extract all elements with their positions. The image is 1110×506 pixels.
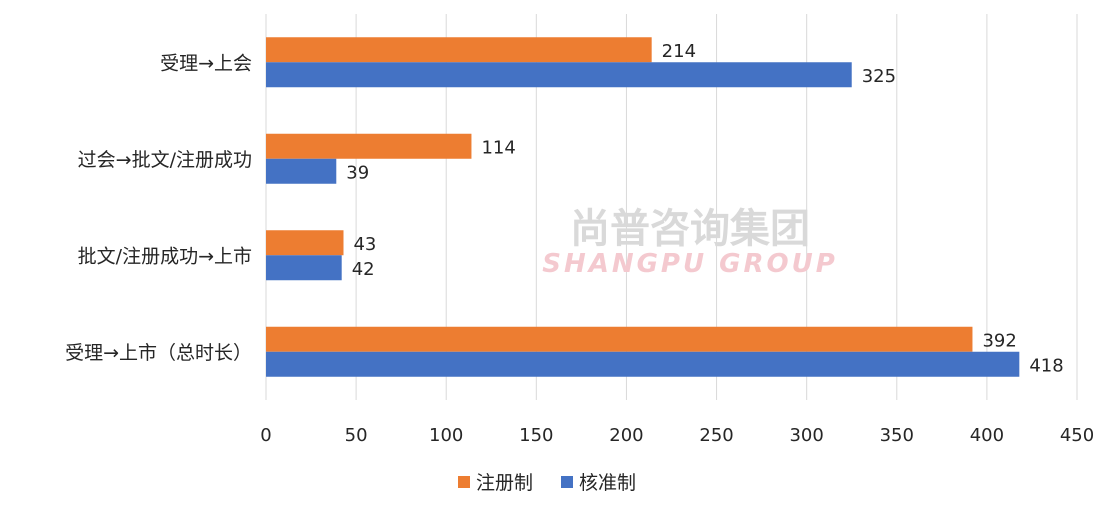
x-tick-label: 0	[260, 425, 271, 446]
watermark: 尚普咨询集团 SHANGPU GROUP	[542, 206, 838, 279]
data-label: 325	[862, 66, 896, 87]
data-label: 392	[982, 330, 1016, 351]
legend-swatch	[458, 476, 470, 488]
category-label: 过会→批文/注册成功	[78, 149, 252, 171]
legend-label: 注册制	[476, 472, 533, 494]
watermark-en: SHANGPU GROUP	[542, 249, 838, 279]
data-label: 39	[346, 162, 369, 183]
x-tick-label: 50	[345, 425, 368, 446]
bar-registration	[266, 230, 344, 256]
data-label: 43	[353, 234, 376, 255]
bar-registration	[266, 133, 472, 159]
bars	[266, 37, 1020, 377]
data-label: 42	[352, 259, 375, 280]
bar-approval	[266, 351, 1020, 377]
x-tick-label: 200	[609, 425, 643, 446]
x-tick-label: 400	[970, 425, 1004, 446]
x-tick-label: 250	[699, 425, 733, 446]
bar-approval	[266, 158, 337, 184]
bar-registration	[266, 37, 652, 63]
legend: 注册制 核准制	[458, 472, 636, 494]
data-labels: 214 325 114 39 43 42 392 418	[346, 41, 1063, 377]
bar-approval	[266, 255, 342, 281]
legend-swatch	[561, 476, 573, 488]
data-label: 114	[481, 137, 515, 158]
bar-approval	[266, 62, 852, 88]
x-tick-label: 100	[429, 425, 463, 446]
bar-registration	[266, 326, 973, 352]
watermark-cn: 尚普咨询集团	[570, 206, 810, 252]
x-tick-label: 150	[519, 425, 553, 446]
category-label: 批文/注册成功→上市	[78, 245, 252, 267]
data-label: 214	[662, 41, 696, 62]
category-label: 受理→上市（总时长）	[65, 342, 252, 364]
x-tick-labels: 0 50 100 150 200 250 300 350 400 450	[260, 425, 1094, 446]
x-tick-label: 300	[789, 425, 823, 446]
x-tick-label: 450	[1060, 425, 1094, 446]
data-label: 418	[1029, 355, 1063, 376]
x-tick-label: 350	[880, 425, 914, 446]
legend-label: 核准制	[579, 472, 636, 494]
category-label: 受理→上会	[160, 52, 252, 74]
